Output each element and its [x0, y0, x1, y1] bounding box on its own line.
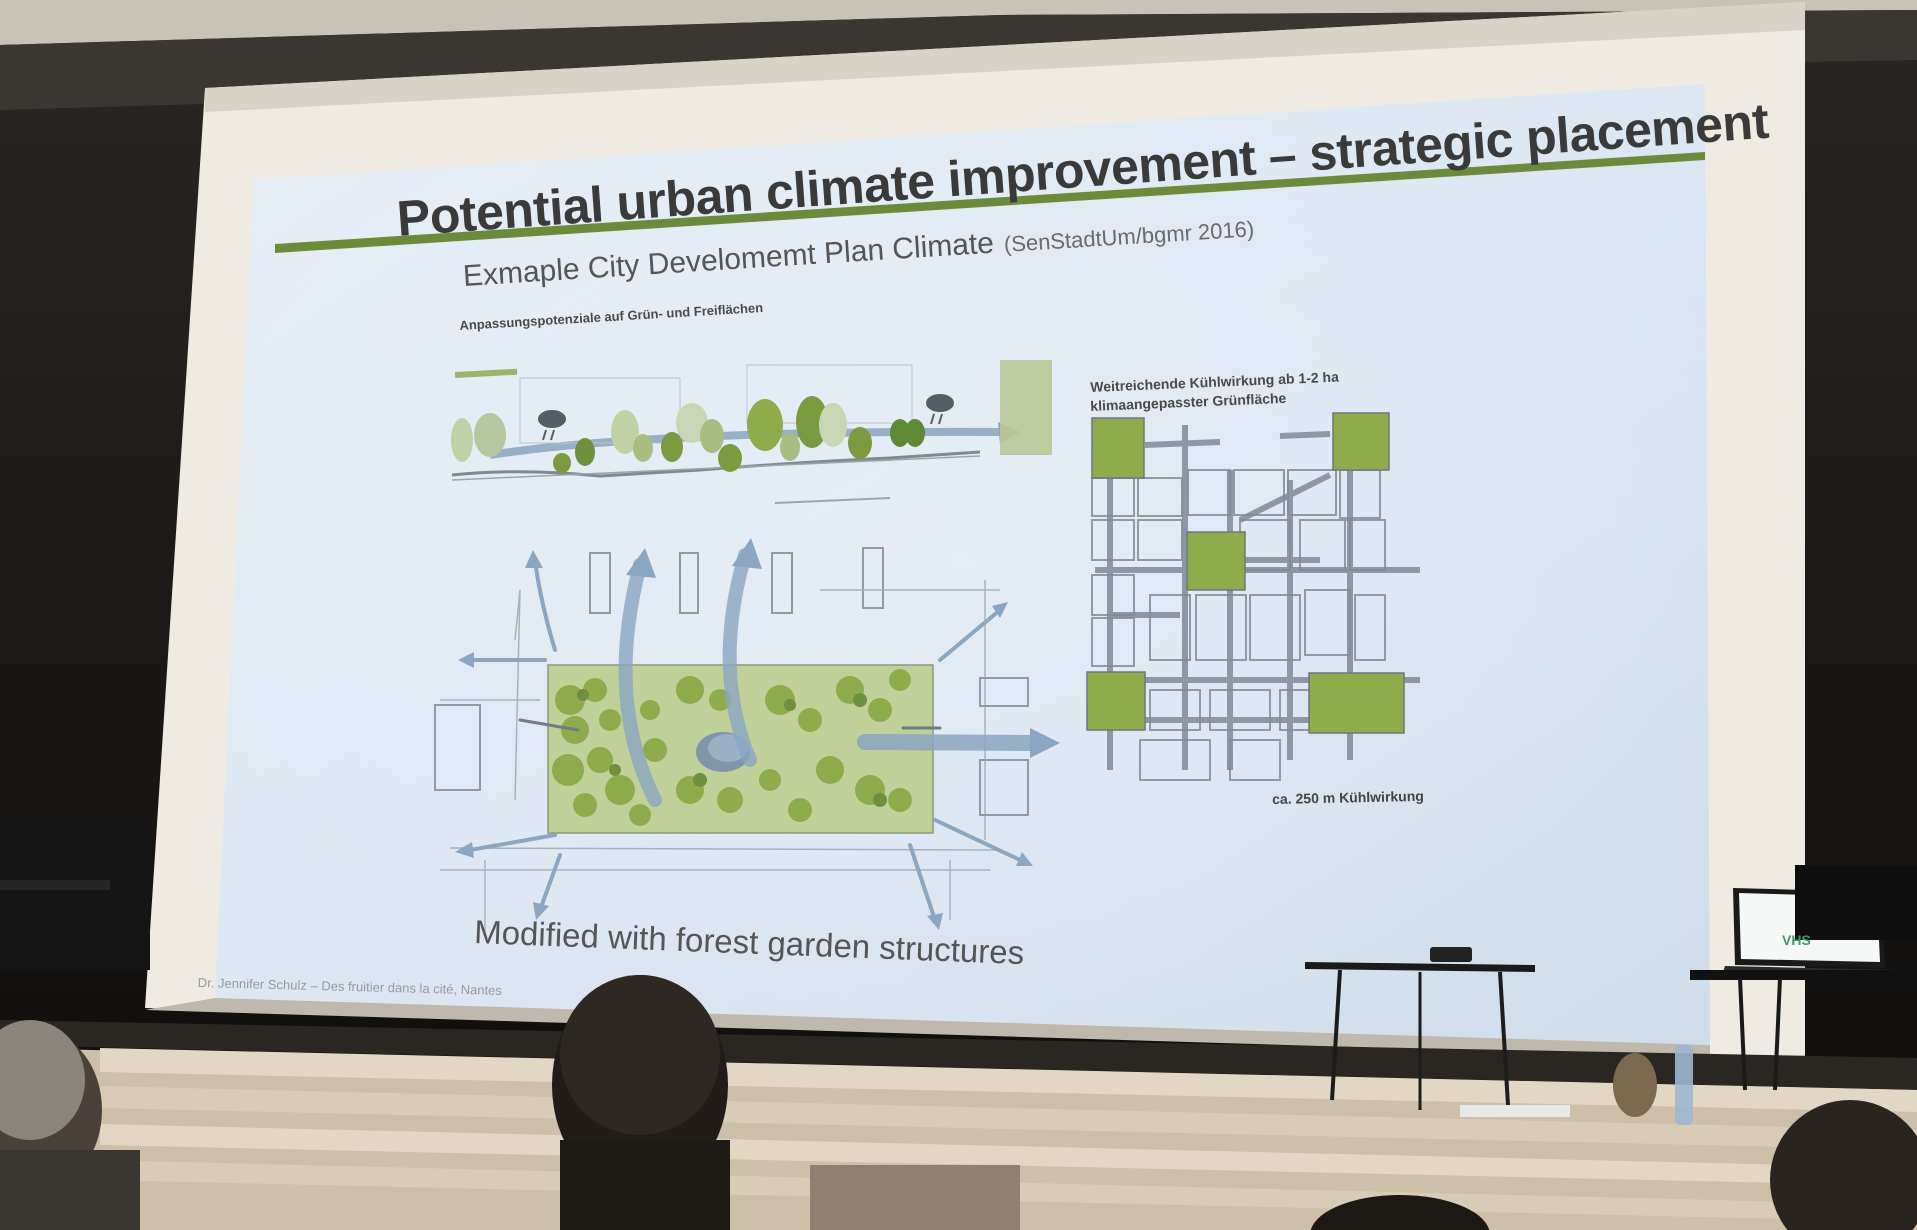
green-area-square [1087, 672, 1145, 730]
right-chair [1795, 865, 1917, 940]
left-chair [0, 830, 150, 970]
green-area-square [1309, 673, 1404, 733]
cooling-airflow-arrow-icon [455, 538, 1060, 930]
title-rule [275, 152, 1705, 253]
green-area-square [1333, 413, 1389, 470]
water-bottle [1675, 1045, 1693, 1125]
cloud-rain-icon [538, 410, 566, 441]
audience [0, 975, 1917, 1230]
tree-row [451, 396, 925, 473]
ceiling [0, 0, 1917, 45]
cross-section-diagram [451, 360, 1052, 504]
stage-edge [0, 1020, 1917, 1090]
green-area-square [1187, 532, 1245, 590]
green-area-square [1092, 418, 1144, 478]
cooling-grid-map [1086, 412, 1420, 781]
plan-view-diagram [434, 538, 1060, 935]
cloud-rain-icon [926, 394, 954, 425]
projector-table [1305, 947, 1535, 1110]
